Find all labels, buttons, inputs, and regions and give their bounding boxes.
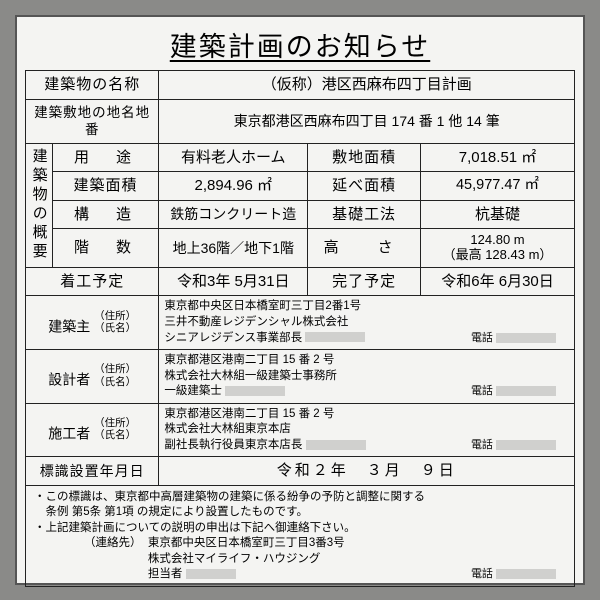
contact-tel: 電話	[471, 567, 556, 582]
designer-tel: 電話	[471, 384, 556, 399]
end-label: 完了予定	[308, 267, 421, 296]
notice-board: 建築計画のお知らせ 建築物の名称 （仮称）港区西麻布四丁目計画 建築敷地の地名地…	[15, 15, 585, 585]
use-value: 有料老人ホーム	[159, 143, 308, 172]
builder-tel: 電話	[471, 438, 556, 453]
owner-lbl-text: 建築主	[48, 318, 90, 334]
board-title: 建築計画のお知らせ	[25, 25, 575, 64]
overview-label: 建築物の概要	[26, 143, 53, 267]
builder-label: 施工者 （住所）（氏名）	[26, 403, 159, 457]
signdate-value: 令和２年 ３月 ９日	[159, 457, 575, 486]
sitearea-label: 敷地面積	[308, 143, 421, 172]
designer-lbl-text: 設計者	[48, 372, 90, 388]
owner-tel: 電話	[471, 331, 556, 346]
height-sub: （最高 128.43 m）	[443, 247, 553, 262]
height-value: 124.80 m （最高 128.43 m）	[421, 229, 575, 268]
struct-value: 鉄筋コンクリート造	[159, 200, 308, 229]
bldarea-label: 建築面積	[52, 172, 159, 201]
found-label: 基礎工法	[308, 200, 421, 229]
name-label: 建築物の名称	[26, 71, 159, 100]
floorarea-value: 45,977.47 ㎡	[421, 172, 575, 201]
end-value: 令和6年 6月30日	[421, 267, 575, 296]
start-value: 令和3年 5月31日	[159, 267, 308, 296]
bldarea-value: 2,894.96 ㎡	[159, 172, 308, 201]
owner-label: 建築主 （住所）（氏名）	[26, 296, 159, 350]
height-label: 高 さ	[308, 229, 421, 268]
floors-value: 地上36階／地下1階	[159, 229, 308, 268]
designer-value: 東京都港区港南二丁目 15 番 2 号 株式会社大林組一級建築士事務所 一級建築…	[159, 350, 575, 404]
designer-label: 設計者 （住所）（氏名）	[26, 350, 159, 404]
note-line-1: ・この標識は、東京都中高層建築物の建築に係る紛争の予防と調整に関する	[34, 490, 566, 506]
info-table: 建築物の名称 （仮称）港区西麻布四丁目計画 建築敷地の地名地番 東京都港区西麻布…	[25, 70, 575, 486]
owner-sub: （住所）（氏名）	[94, 310, 136, 335]
addr-value: 東京都港区西麻布四丁目 174 番 1 他 14 筆	[159, 99, 575, 143]
note-line-3: ・上記建築計画についての説明の申出は下記へ御連絡下さい。	[34, 521, 566, 537]
floorarea-label: 延べ面積	[308, 172, 421, 201]
floors-label: 階 数	[52, 229, 159, 268]
note-line-2: 条例 第5条 第1項 の規定により設置したものです。	[34, 505, 566, 521]
contact-addr: 東京都中央区日本橋室町三丁目3番3号	[148, 537, 345, 549]
start-label: 着工予定	[26, 267, 159, 296]
notes-box: ・この標識は、東京都中高層建築物の建築に係る紛争の予防と調整に関する 条例 第5…	[25, 486, 575, 587]
owner-value: 東京都中央区日本橋室町三丁目2番1号 三井不動産レジデンシャル株式会社 シニアレ…	[159, 296, 575, 350]
builder-lbl-text: 施工者	[48, 425, 90, 441]
note-contact: （連絡先） 東京都中央区日本橋室町三丁目3番3号 （連絡先） 株式会社マイライフ…	[34, 536, 566, 583]
sitearea-value: 7,018.51 ㎡	[421, 143, 575, 172]
name-value: （仮称）港区西麻布四丁目計画	[159, 71, 575, 100]
contact-label: （連絡先）	[84, 537, 142, 549]
height-main: 124.80 m	[470, 232, 524, 247]
builder-sub: （住所）（氏名）	[94, 417, 136, 442]
struct-label: 構 造	[52, 200, 159, 229]
use-label: 用 途	[52, 143, 159, 172]
contact-person: 担当者	[148, 568, 183, 580]
builder-value: 東京都港区港南二丁目 15 番 2 号 株式会社大林組東京本店 副社長執行役員東…	[159, 403, 575, 457]
designer-sub: （住所）（氏名）	[94, 363, 136, 388]
signdate-label: 標識設置年月日	[26, 457, 159, 486]
found-value: 杭基礎	[421, 200, 575, 229]
addr-label: 建築敷地の地名地番	[26, 99, 159, 143]
contact-company: 株式会社マイライフ・ハウジング	[148, 553, 321, 565]
